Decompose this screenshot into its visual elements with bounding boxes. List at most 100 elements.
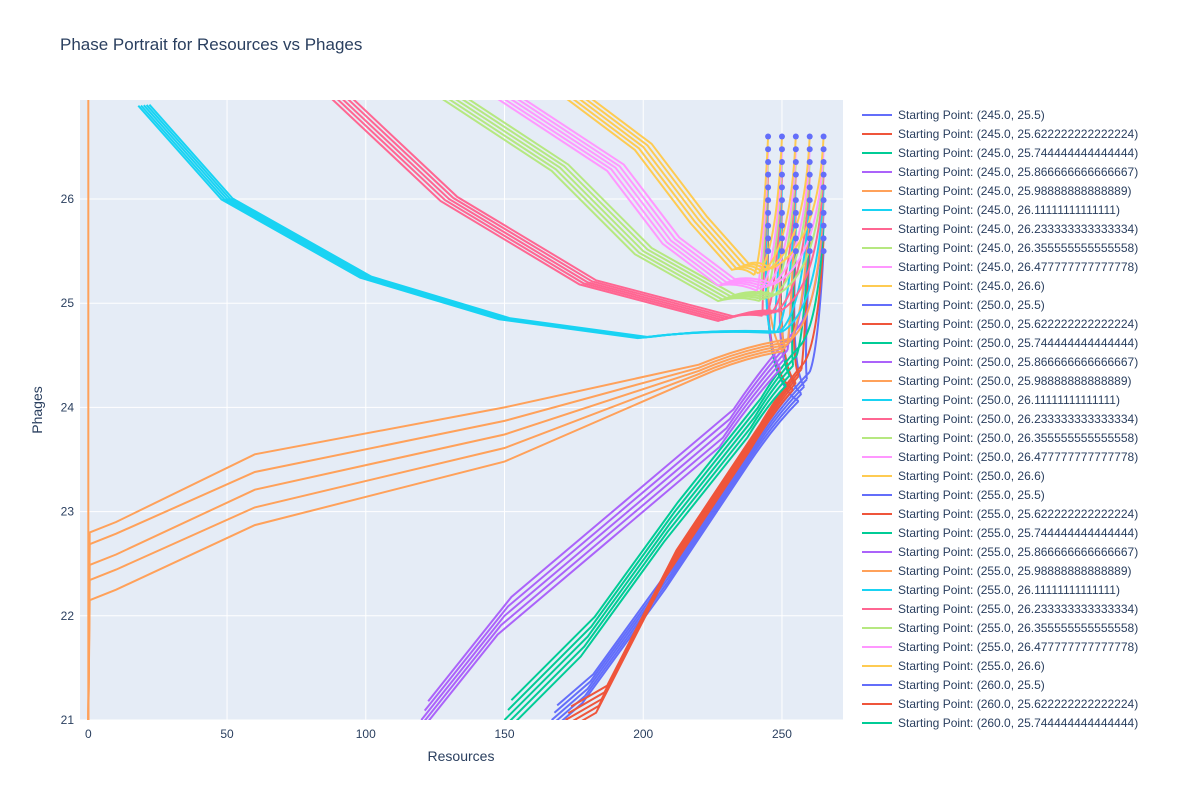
trajectory-line [503,365,794,720]
start-point-marker [778,158,785,165]
trajectory-line [148,104,783,339]
trajectory-line [591,100,772,270]
start-point-marker [806,235,813,242]
legend-entry[interactable]: Starting Point: (255.0, 25.9888888888888… [898,564,1132,578]
start-point-marker [778,184,785,191]
chart-title: Phase Portrait for Resources vs Phages [60,35,362,54]
start-point-marker [806,197,813,204]
y-tick-label: 22 [61,609,75,623]
legend-entry[interactable]: Starting Point: (245.0, 26.4777777777777… [898,260,1138,274]
legend-entry[interactable]: Starting Point: (250.0, 26.3555555555555… [898,431,1138,445]
trajectory-line [352,100,780,318]
start-point-marker [778,146,785,153]
start-point-marker [765,197,772,204]
trajectory-start-segment [799,225,825,347]
trajectory-line [510,345,801,701]
legend-entry[interactable]: Starting Point: (245.0, 25.7444444444444… [898,146,1138,160]
trajectory-line [515,384,787,720]
start-point-marker [806,146,813,153]
y-tick-label: 21 [61,713,75,727]
legend-entry[interactable]: Starting Point: (250.0, 26.6) [898,469,1045,483]
legend-entry[interactable]: Starting Point: (245.0, 25.5) [898,108,1045,122]
legend-entry[interactable]: Starting Point: (250.0, 26.2333333333333… [898,412,1138,426]
legend-entry[interactable]: Starting Point: (250.0, 25.5) [898,298,1045,312]
legend-entry[interactable]: Starting Point: (250.0, 25.8666666666666… [898,355,1138,369]
trajectory-line [331,100,763,322]
legend-entry[interactable]: Starting Point: (255.0, 26.6) [898,659,1045,673]
start-point-marker [792,235,799,242]
start-point-marker [792,197,799,204]
legend-entry[interactable]: Starting Point: (250.0, 25.6222222222222… [898,317,1138,331]
trajectory-line [87,337,792,720]
start-point-marker [820,222,827,229]
start-point-marker [820,171,827,178]
start-markers [765,133,827,255]
legend-entry[interactable]: Starting Point: (260.0, 25.6222222222222… [898,697,1138,711]
start-point-marker [806,209,813,216]
start-point-marker [792,158,799,165]
y-tick-label: 26 [61,192,75,206]
trajectory-line [336,100,767,321]
y-tick-label: 25 [61,296,75,310]
start-point-marker [765,133,772,140]
start-point-marker [765,209,772,216]
start-point-marker [806,184,813,191]
legend-entry[interactable]: Starting Point: (255.0, 26.2333333333333… [898,602,1138,616]
legend-entry[interactable]: Starting Point: (260.0, 25.5) [898,678,1045,692]
legend-entry[interactable]: Starting Point: (245.0, 26.6) [898,279,1045,293]
start-point-marker [765,158,772,165]
legend-entry[interactable]: Starting Point: (245.0, 25.6222222222222… [898,127,1138,141]
trajectory-line [87,350,784,720]
trajectory-line [510,100,766,289]
legend-entry[interactable]: Starting Point: (260.0, 25.7444444444444… [898,716,1138,730]
trajectory-line [347,100,776,319]
legend: Starting Point: (245.0, 25.5) Starting Po… [862,108,1138,730]
x-tick-label: 100 [356,727,376,741]
legend-entry[interactable]: Starting Point: (250.0, 25.9888888888888… [898,374,1132,388]
legend-entry[interactable]: Starting Point: (250.0, 26.4777777777777… [898,450,1138,464]
x-tick-label: 200 [633,727,653,741]
legend-entry[interactable]: Starting Point: (255.0, 26.4777777777777… [898,640,1138,654]
legend-entry[interactable]: Starting Point: (245.0, 26.2333333333333… [898,222,1138,236]
start-point-marker [820,235,827,242]
trajectory-line [428,368,782,720]
start-point-marker [765,248,772,255]
legend-entry[interactable]: Starting Point: (255.0, 25.7444444444444… [898,526,1138,540]
legend-entry[interactable]: Starting Point: (255.0, 26.3555555555555… [898,621,1138,635]
start-point-marker [765,184,772,191]
trajectory-line [342,100,772,320]
legend-entry[interactable]: Starting Point: (255.0, 25.6222222222222… [898,507,1138,521]
start-point-marker [806,133,813,140]
x-tick-label: 0 [85,727,92,741]
legend-entry[interactable]: Starting Point: (245.0, 26.1111111111111… [898,203,1120,217]
start-point-marker [765,171,772,178]
trajectory-line [468,100,777,296]
trajectory-line [503,100,762,291]
start-point-marker [792,146,799,153]
start-point-marker [792,248,799,255]
trajectory-line [553,378,808,714]
legend-entry[interactable]: Starting Point: (255.0, 25.8666666666666… [898,545,1138,559]
start-point-marker [792,222,799,229]
start-point-marker [820,209,827,216]
legend-entry[interactable]: Starting Point: (250.0, 25.7444444444444… [898,336,1138,350]
start-point-marker [806,248,813,255]
legend-entry[interactable]: Starting Point: (250.0, 26.1111111111111… [898,393,1120,407]
trajectory-start-segment [803,238,825,364]
legend-entry[interactable]: Starting Point: (245.0, 25.9888888888888… [898,184,1132,198]
trajectory-line [509,374,791,720]
x-tick-label: 50 [220,727,234,741]
legend-entry[interactable]: Starting Point: (255.0, 25.5) [898,488,1045,502]
start-point-marker [792,184,799,191]
start-point-marker [820,248,827,255]
start-point-marker [806,158,813,165]
start-point-marker [820,133,827,140]
trajectory-line [424,358,785,720]
legend-entry[interactable]: Starting Point: (245.0, 25.8666666666666… [898,165,1138,179]
start-point-marker [792,133,799,140]
y-axis-label: Phages [29,386,45,433]
legend-entry[interactable]: Starting Point: (245.0, 26.3555555555555… [898,241,1138,255]
legend-entry[interactable]: Starting Point: (255.0, 26.1111111111111… [898,583,1120,597]
